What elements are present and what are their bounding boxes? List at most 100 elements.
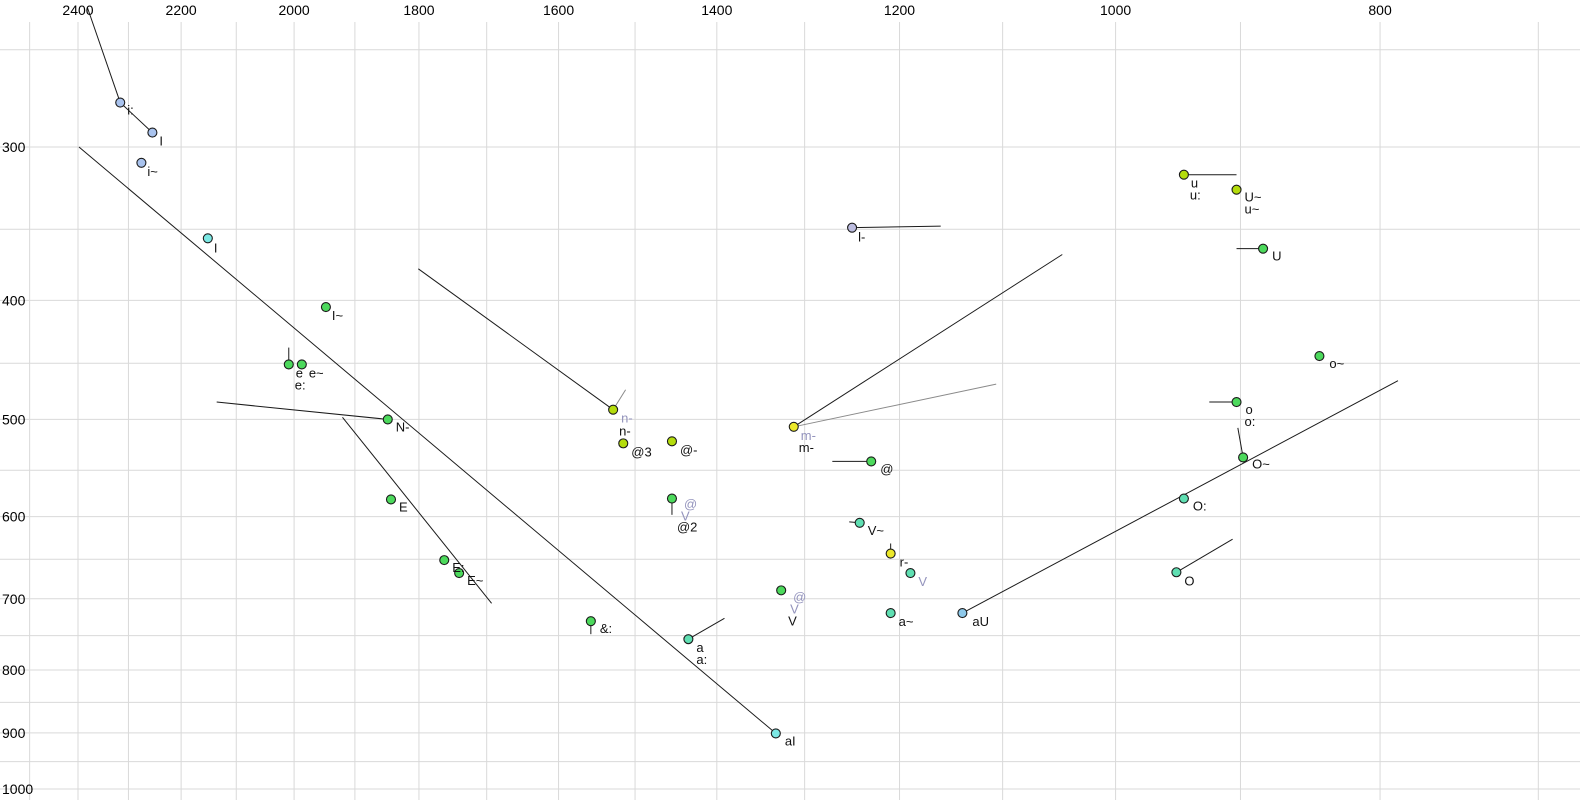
data-point <box>385 494 397 505</box>
point-label: E <box>399 499 408 514</box>
point-label: u <box>1191 176 1198 191</box>
point-label: aI <box>785 733 796 748</box>
y-axis-tick-label: 900 <box>2 725 26 741</box>
data-point <box>666 436 678 447</box>
point-label: O~ <box>1252 456 1270 471</box>
trajectory-line <box>852 225 941 229</box>
point-label: n- <box>621 411 633 426</box>
data-point <box>905 568 916 579</box>
point-label: e~ <box>309 365 324 380</box>
data-point <box>666 493 678 504</box>
y-axis-tick-label: 400 <box>2 292 26 308</box>
point-label: O: <box>1193 499 1207 514</box>
point-label: E~ <box>467 573 484 588</box>
grid-layer <box>0 22 1580 800</box>
data-point <box>382 414 393 425</box>
axis-tick-label-layer: 2400 2200 2000 1800 1600 1400 1200 1000 800 300 40… <box>2 2 1392 797</box>
point-label: V <box>681 509 690 524</box>
point-label: a~ <box>899 614 914 629</box>
point-label: i~ <box>147 164 158 179</box>
trajectory-line <box>793 383 997 428</box>
data-point <box>1238 452 1249 463</box>
point-label: U~ <box>1245 190 1262 205</box>
point-label: V~ <box>868 523 885 538</box>
point-label: u~ <box>1245 202 1260 217</box>
data-point <box>770 728 781 739</box>
data-point <box>320 301 331 313</box>
x-axis-tick-label: 1000 <box>1100 2 1131 18</box>
data-point <box>1171 567 1182 578</box>
data-point <box>1314 351 1325 362</box>
y-axis-tick-label: 600 <box>2 509 26 525</box>
point-label: r- <box>900 555 909 570</box>
data-point <box>296 359 307 370</box>
point-label-layer: i:Ii~II~ee:e~N-EE:E~n-n-@3 @-@V@2&:aa:aI@… <box>127 103 1344 749</box>
point-label: V <box>918 574 927 589</box>
data-point <box>885 608 896 619</box>
point-label: u: <box>1190 188 1201 203</box>
x-axis-tick-label: 800 <box>1368 2 1392 18</box>
x-axis-tick-label: 1600 <box>543 2 574 18</box>
point-label: E: <box>452 560 464 575</box>
data-point <box>608 404 619 415</box>
trajectory-line <box>418 268 614 411</box>
x-axis-tick-label: 2400 <box>62 2 93 18</box>
data-point <box>1258 243 1269 254</box>
data-point <box>618 438 629 449</box>
point-label: @- <box>680 442 698 457</box>
trajectory-line <box>688 617 725 640</box>
point-label: n- <box>619 424 631 439</box>
trajectory-line <box>1176 538 1233 573</box>
data-point <box>439 555 450 566</box>
data-point <box>788 421 799 432</box>
point-label: l- <box>858 230 865 245</box>
y-axis-tick-label: 500 <box>2 411 26 427</box>
y-axis-tick-label: 800 <box>2 662 26 678</box>
data-point <box>1231 184 1242 195</box>
point-label: I~ <box>332 308 344 323</box>
point-label: o <box>1246 402 1253 417</box>
y-axis-tick-label: 700 <box>2 591 26 607</box>
point-label: e <box>296 365 303 380</box>
point-label: m- <box>799 440 814 455</box>
x-axis-tick-label: 2000 <box>279 2 310 18</box>
data-point <box>115 97 126 108</box>
trajectory-line <box>119 102 153 133</box>
trajectory-line <box>793 254 1063 428</box>
point-label: V <box>790 601 799 616</box>
data-point <box>1231 397 1242 408</box>
data-point <box>854 517 865 528</box>
data-point <box>683 634 694 645</box>
data-point <box>202 233 213 244</box>
data-point <box>885 548 896 559</box>
x-axis-tick-label: 1400 <box>701 2 732 18</box>
data-point <box>847 222 858 233</box>
point-label: O <box>1184 573 1194 588</box>
trajectory-layer <box>78 7 1399 734</box>
data-point <box>454 568 465 579</box>
x-axis-tick-label: 1800 <box>403 2 434 18</box>
point-label: @ <box>684 497 697 512</box>
point-label: I <box>159 134 163 149</box>
trajectory-line <box>342 416 492 604</box>
point-label: @3 <box>631 444 651 459</box>
x-axis-tick-label: 1200 <box>884 2 915 18</box>
data-point-layer <box>115 97 1325 739</box>
point-label: N- <box>396 419 410 434</box>
point-label: @ <box>880 461 893 476</box>
point-label: &: <box>600 621 612 636</box>
point-label: I <box>214 240 218 255</box>
point-label: a: <box>696 652 707 667</box>
data-point <box>1178 169 1189 180</box>
point-label: m- <box>801 428 816 443</box>
y-axis-tick-label: 1000 <box>2 781 33 797</box>
data-point <box>776 585 787 596</box>
point-label: o: <box>1245 414 1256 429</box>
data-point <box>136 157 147 168</box>
point-label: o~ <box>1329 356 1344 371</box>
trajectory-line <box>86 7 121 103</box>
point-label: e: <box>295 377 306 392</box>
